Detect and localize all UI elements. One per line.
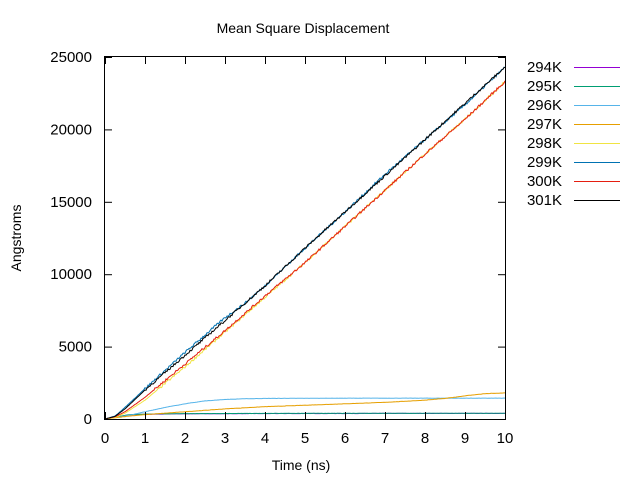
x-tick-label: 0 xyxy=(101,430,109,447)
x-tick-label: 7 xyxy=(381,430,389,447)
legend-entry-300K: 300K xyxy=(527,173,620,190)
series-line-299K xyxy=(104,66,506,420)
legend-label: 295K xyxy=(527,78,562,95)
legend-entry-301K: 301K xyxy=(527,192,620,209)
legend-label: 301K xyxy=(527,192,562,209)
y-tick-label: 10000 xyxy=(50,266,92,283)
legend-entry-295K: 295K xyxy=(527,78,620,95)
chart-title: Mean Square Displacement xyxy=(217,20,390,36)
x-tick-label: 10 xyxy=(497,430,514,447)
series-line-298K xyxy=(104,81,506,420)
x-tick-label: 2 xyxy=(181,430,189,447)
y-tick-label: 25000 xyxy=(50,49,92,66)
series-line-300K xyxy=(104,80,506,420)
legend-entry-294K: 294K xyxy=(527,59,620,76)
y-axis-ticks: 0 5000 10000 15000 20000 25000 xyxy=(50,49,505,428)
x-tick-label: 5 xyxy=(301,430,309,447)
series-line-297K xyxy=(104,392,505,420)
y-axis-label: Angstroms xyxy=(8,205,24,272)
legend-label: 297K xyxy=(527,116,562,133)
y-tick-label: 5000 xyxy=(59,339,92,356)
x-tick-label: 3 xyxy=(221,430,229,447)
x-tick-label: 4 xyxy=(261,430,269,447)
y-tick-label: 15000 xyxy=(50,194,92,211)
x-axis-label: Time (ns) xyxy=(272,457,331,473)
legend-entry-296K: 296K xyxy=(527,97,620,114)
plot-frame xyxy=(104,56,506,420)
legend-entry-298K: 298K xyxy=(527,135,620,152)
x-tick-label: 9 xyxy=(461,430,469,447)
x-tick-label: 8 xyxy=(421,430,429,447)
legend-label: 298K xyxy=(527,135,562,152)
series-line-301K xyxy=(104,66,506,420)
legend-label: 299K xyxy=(527,154,562,171)
legend-entry-299K: 299K xyxy=(527,154,620,171)
y-tick-label: 20000 xyxy=(50,121,92,138)
legend-label: 300K xyxy=(527,173,562,190)
legend-label: 296K xyxy=(527,97,562,114)
x-tick-label: 1 xyxy=(141,430,149,447)
legend-entry-297K: 297K xyxy=(527,116,620,133)
legend-label: 294K xyxy=(527,59,562,76)
y-tick-label: 0 xyxy=(84,411,92,428)
x-tick-label: 6 xyxy=(341,430,349,447)
series-lines xyxy=(104,66,506,420)
x-axis-ticks: 0 1 2 3 4 5 6 7 8 9 10 xyxy=(101,57,514,447)
series-line-296K xyxy=(104,397,506,420)
legend: 294K 295K 296K 297K 298K 299K 300K 301K xyxy=(527,59,620,209)
